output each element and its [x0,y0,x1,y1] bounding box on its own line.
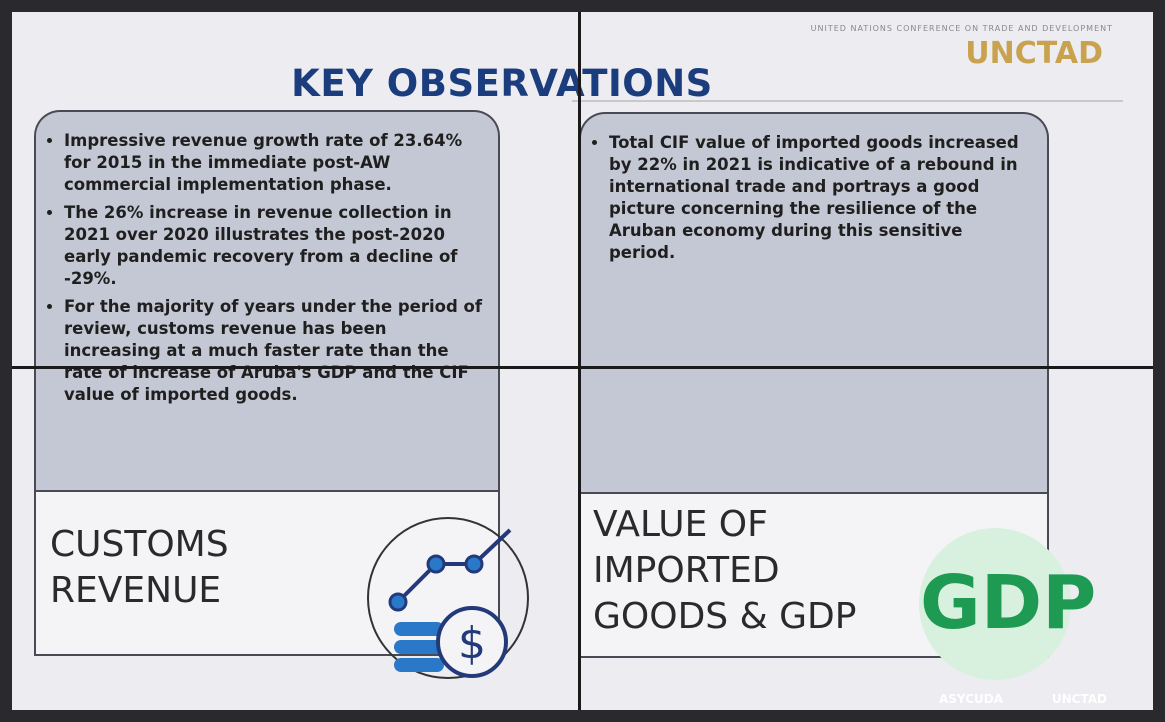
slide: UNITED NATIONS CONFERENCE ON TRADE AND D… [12,12,1153,710]
screen-seam [12,366,1153,369]
footer-left: ASYCUDA [939,692,1003,706]
bullet: The 26% increase in revenue collection i… [64,202,484,290]
coin [394,658,444,672]
icon-text: GDP [920,560,1080,646]
bullet-list: Impressive revenue growth rate of 23.64%… [36,112,498,406]
title: KEY OBSERVATIONS [242,62,762,105]
icon-dot [390,594,406,610]
section-label: CUSTOMS REVENUE [50,522,270,614]
icon-line [398,530,510,602]
logo: UNCTAD [965,36,1103,71]
bullet: Total CIF value of imported goods increa… [609,132,1033,264]
coin [394,622,444,636]
section-label: VALUE OF IMPORTED GOODS & GDP [593,502,913,640]
organization: UNITED NATIONS CONFERENCE ON TRADE AND D… [811,24,1113,33]
icon-dot [428,556,444,572]
footer-right: UNCTAD [1052,692,1107,706]
revenue-icon: $ [364,502,544,702]
left-panel: Impressive revenue growth rate of 23.64%… [34,110,500,492]
bullet-list: Total CIF value of imported goods increa… [581,114,1047,264]
bullet: Impressive revenue growth rate of 23.64%… [64,130,484,196]
bullet: For the majority of years under the peri… [64,296,484,406]
screen-seam [578,12,581,710]
icon-dot [466,556,482,572]
page: {"header": {"title": "KEY OBSERVATIONS",… [0,0,1165,722]
icon-symbol: $ [458,618,486,669]
right-panel: Total CIF value of imported goods increa… [579,112,1049,494]
